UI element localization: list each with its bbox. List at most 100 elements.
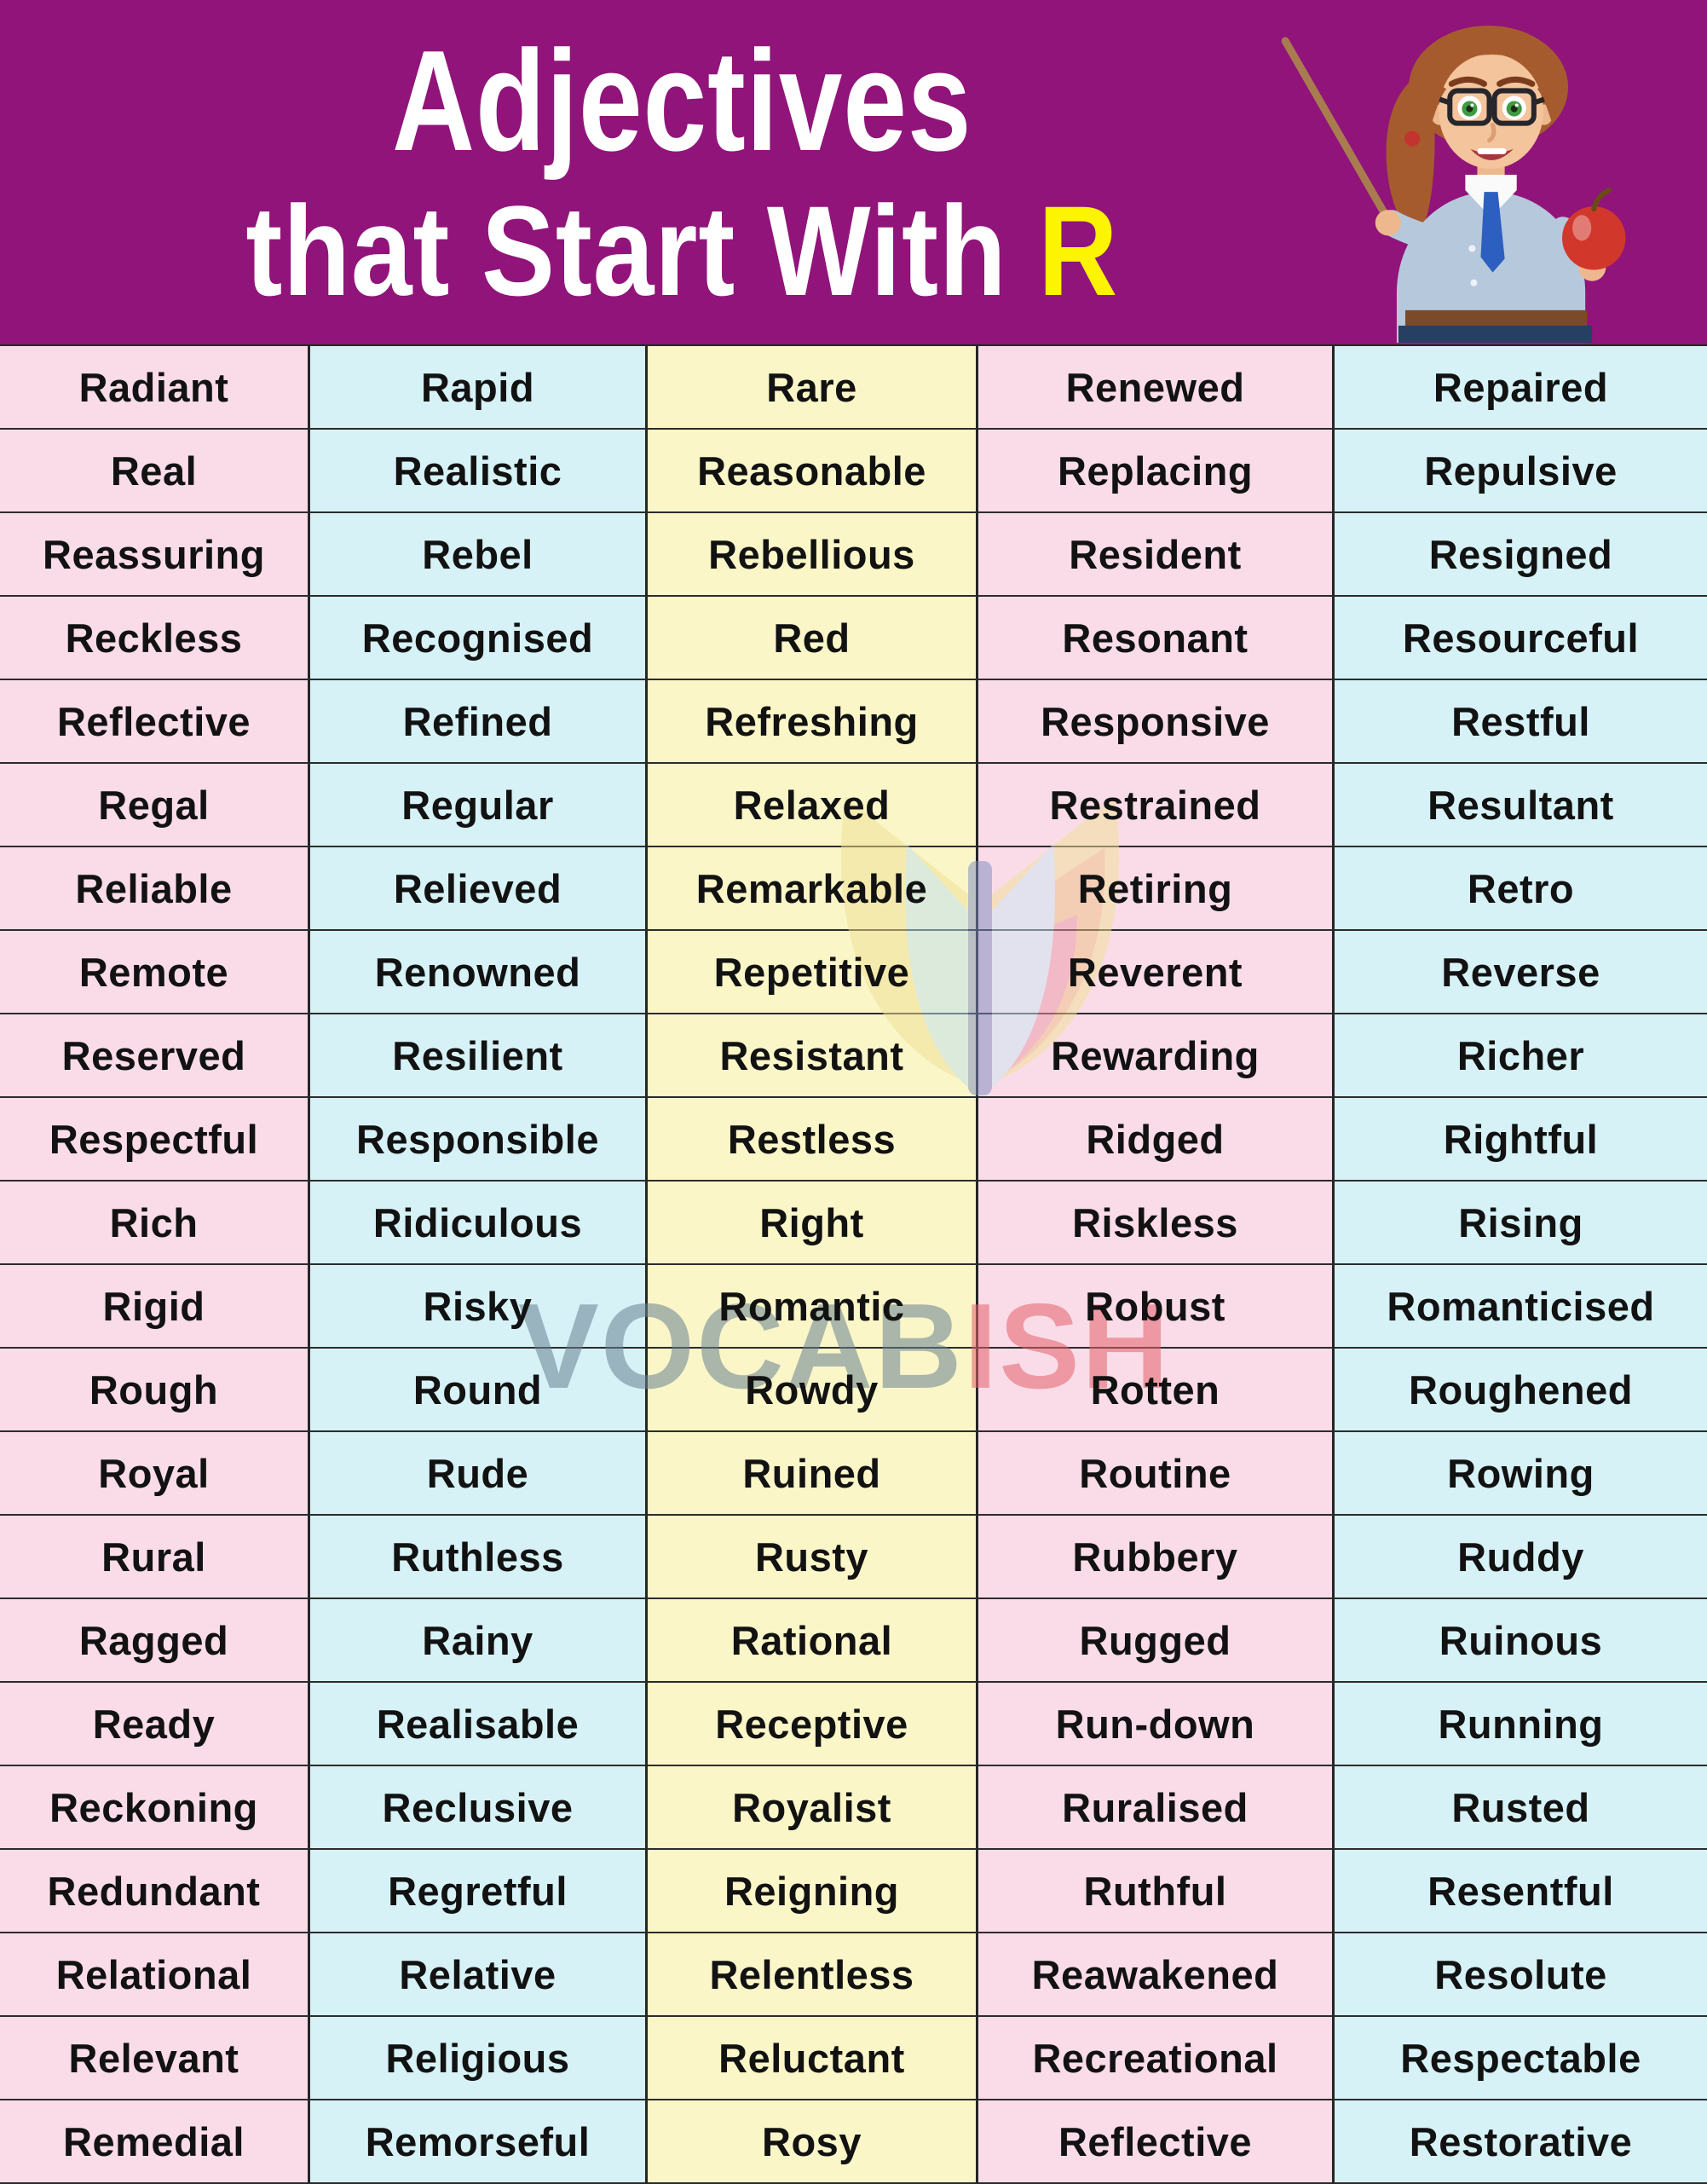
table-cell: Ready	[0, 1683, 310, 1766]
word-label: Ruthless	[391, 1534, 564, 1580]
word-label: Resigned	[1428, 531, 1613, 577]
table-cell: Repaired	[1335, 346, 1707, 430]
table-cell: Relevant	[0, 2017, 310, 2100]
title-letter-highlight: R	[1037, 179, 1118, 323]
word-label: Resonant	[1062, 615, 1249, 661]
word-label: Regretful	[388, 1868, 568, 1914]
table-cell: Refreshing	[648, 680, 978, 764]
word-label: Resolute	[1434, 1951, 1607, 1997]
word-label: Reflective	[56, 698, 251, 744]
table-cell: Ridiculous	[310, 1182, 648, 1265]
table-cell: Repulsive	[1335, 430, 1707, 513]
word-label: Romantic	[718, 1283, 905, 1329]
table-cell: Reckless	[0, 597, 310, 680]
word-label: Refreshing	[705, 698, 919, 744]
word-label: Relentless	[709, 1951, 914, 1997]
table-cell: Rural	[0, 1516, 310, 1599]
word-label: Resourceful	[1402, 615, 1640, 661]
table-cell: Reclusive	[310, 1766, 648, 1850]
title-line-2: that Start With R	[245, 186, 1118, 316]
table-cell: Resentful	[1335, 1850, 1707, 1933]
table-cell: Resultant	[1335, 764, 1707, 847]
table-cell: Rusted	[1335, 1766, 1707, 1850]
table-cell: Restrained	[978, 764, 1335, 847]
word-label: Run-down	[1055, 1701, 1255, 1747]
table-cell: Ruthful	[978, 1850, 1335, 1933]
table-cell: Rusty	[648, 1516, 978, 1599]
word-label: Rough	[89, 1366, 219, 1413]
table-cell: Rebel	[310, 513, 648, 597]
table-cell: Rightful	[1335, 1098, 1707, 1182]
table-cell: Recreational	[978, 2017, 1335, 2100]
table-cell: Running	[1335, 1683, 1707, 1766]
word-label: Resident	[1069, 531, 1242, 577]
word-label: Realisable	[376, 1701, 580, 1747]
word-label: Redundant	[47, 1868, 261, 1914]
word-label: Rigid	[102, 1283, 205, 1329]
word-label: Rubbery	[1072, 1534, 1238, 1580]
word-label: Rusty	[754, 1534, 869, 1580]
header-banner: Adjectives that Start With R	[0, 0, 1707, 344]
table-cell: Reassuring	[0, 513, 310, 597]
word-label: Reclusive	[382, 1784, 574, 1830]
table-cell: Rosy	[648, 2100, 978, 2184]
table-cell: Religious	[310, 2017, 648, 2100]
table-cell: Royal	[0, 1432, 310, 1516]
table-cell: Reflective	[978, 2100, 1335, 2184]
word-label: Religious	[385, 2035, 570, 2081]
word-label: Reverent	[1067, 949, 1243, 995]
word-label: Respectable	[1400, 2035, 1641, 2081]
table-cell: Retiring	[978, 847, 1335, 931]
table-cell: Run-down	[978, 1683, 1335, 1766]
table-cell: Refined	[310, 680, 648, 764]
word-label: Resentful	[1427, 1868, 1614, 1914]
word-label: Retro	[1467, 865, 1575, 911]
table-cell: Routine	[978, 1432, 1335, 1516]
table-cell: Robust	[978, 1265, 1335, 1349]
word-label: Repaired	[1433, 364, 1609, 410]
word-label: Resultant	[1427, 782, 1614, 828]
word-label: Rosy	[762, 2118, 862, 2164]
table-cell: Relieved	[310, 847, 648, 931]
word-label: Reckoning	[49, 1784, 258, 1830]
word-label: Rightful	[1443, 1116, 1599, 1162]
table-cell: Renowned	[310, 931, 648, 1014]
word-label: Royal	[98, 1450, 210, 1496]
table-cell: Ragged	[0, 1599, 310, 1683]
word-label: Recognised	[361, 615, 594, 661]
table-cell: Reflective	[0, 680, 310, 764]
table-cell: Rational	[648, 1599, 978, 1683]
table-cell: Remote	[0, 931, 310, 1014]
word-label: Relational	[55, 1951, 252, 1997]
word-label: Rational	[730, 1617, 893, 1663]
word-label: Romanticised	[1387, 1283, 1655, 1329]
table-cell: Replacing	[978, 430, 1335, 513]
table-cell: Resident	[978, 513, 1335, 597]
table-cell: Respectful	[0, 1098, 310, 1182]
table-cell: Rough	[0, 1349, 310, 1432]
word-label: Red	[773, 615, 851, 661]
word-label: Rapid	[420, 364, 535, 410]
word-label: Ruinous	[1439, 1617, 1603, 1663]
table-cell: Reliable	[0, 847, 310, 931]
table-cell: Round	[310, 1349, 648, 1432]
table-cell: Reasonable	[648, 430, 978, 513]
word-label: Royalist	[732, 1784, 891, 1830]
word-label: Rural	[101, 1534, 206, 1580]
word-label: Ruthful	[1083, 1868, 1227, 1914]
glasses-icon	[1439, 88, 1545, 126]
word-label: Realistic	[393, 448, 562, 494]
table-cell: Reckoning	[0, 1766, 310, 1850]
table-cell: Rugged	[978, 1599, 1335, 1683]
table-cell: Ruddy	[1335, 1516, 1707, 1599]
word-label: Renewed	[1065, 364, 1245, 410]
table-cell: Resolute	[1335, 1933, 1707, 2017]
word-label: Ridged	[1086, 1116, 1225, 1162]
page-title: Adjectives that Start With R	[0, 0, 1364, 344]
table-cell: Resistant	[648, 1014, 978, 1098]
word-label: Rowing	[1447, 1450, 1595, 1496]
word-label: Refined	[402, 698, 553, 744]
word-label: Regal	[98, 782, 210, 828]
word-label: Ragged	[78, 1617, 229, 1663]
table-cell: Risky	[310, 1265, 648, 1349]
